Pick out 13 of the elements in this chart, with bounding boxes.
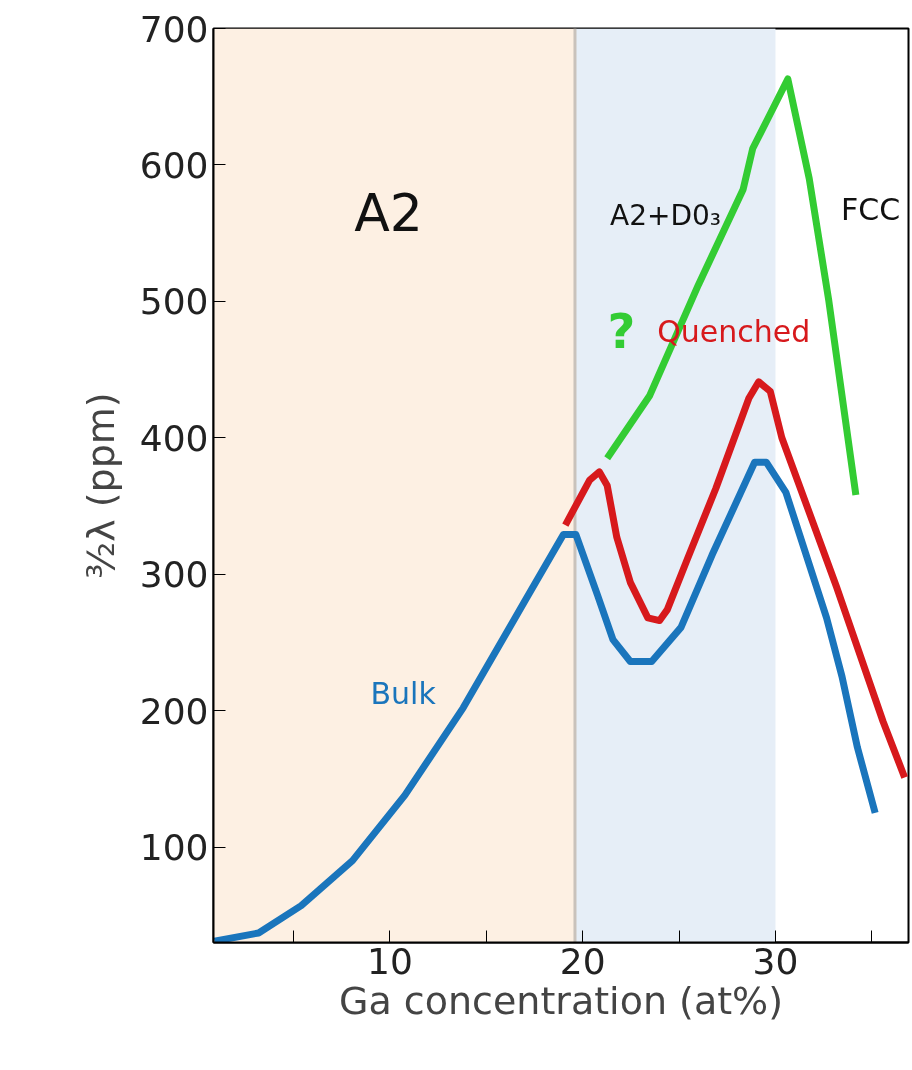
series-label: Bulk xyxy=(370,676,437,712)
y-tick-label: 700 xyxy=(139,8,209,50)
annotation: ? xyxy=(607,302,636,359)
y-tick-label: 100 xyxy=(139,827,209,869)
y-axis-title: ³⁄₂λ (ppm) xyxy=(78,392,123,579)
y-tick-label: 200 xyxy=(139,690,209,732)
y-tick-label: 400 xyxy=(139,417,209,459)
y-tick-label: 300 xyxy=(139,554,209,596)
y-tick-label: 600 xyxy=(139,144,209,186)
annotation: FCC xyxy=(840,192,901,227)
annotation: A2 xyxy=(354,182,423,243)
y-tick-label: 500 xyxy=(139,281,209,323)
annotation: A2+D0₃ xyxy=(609,199,722,232)
